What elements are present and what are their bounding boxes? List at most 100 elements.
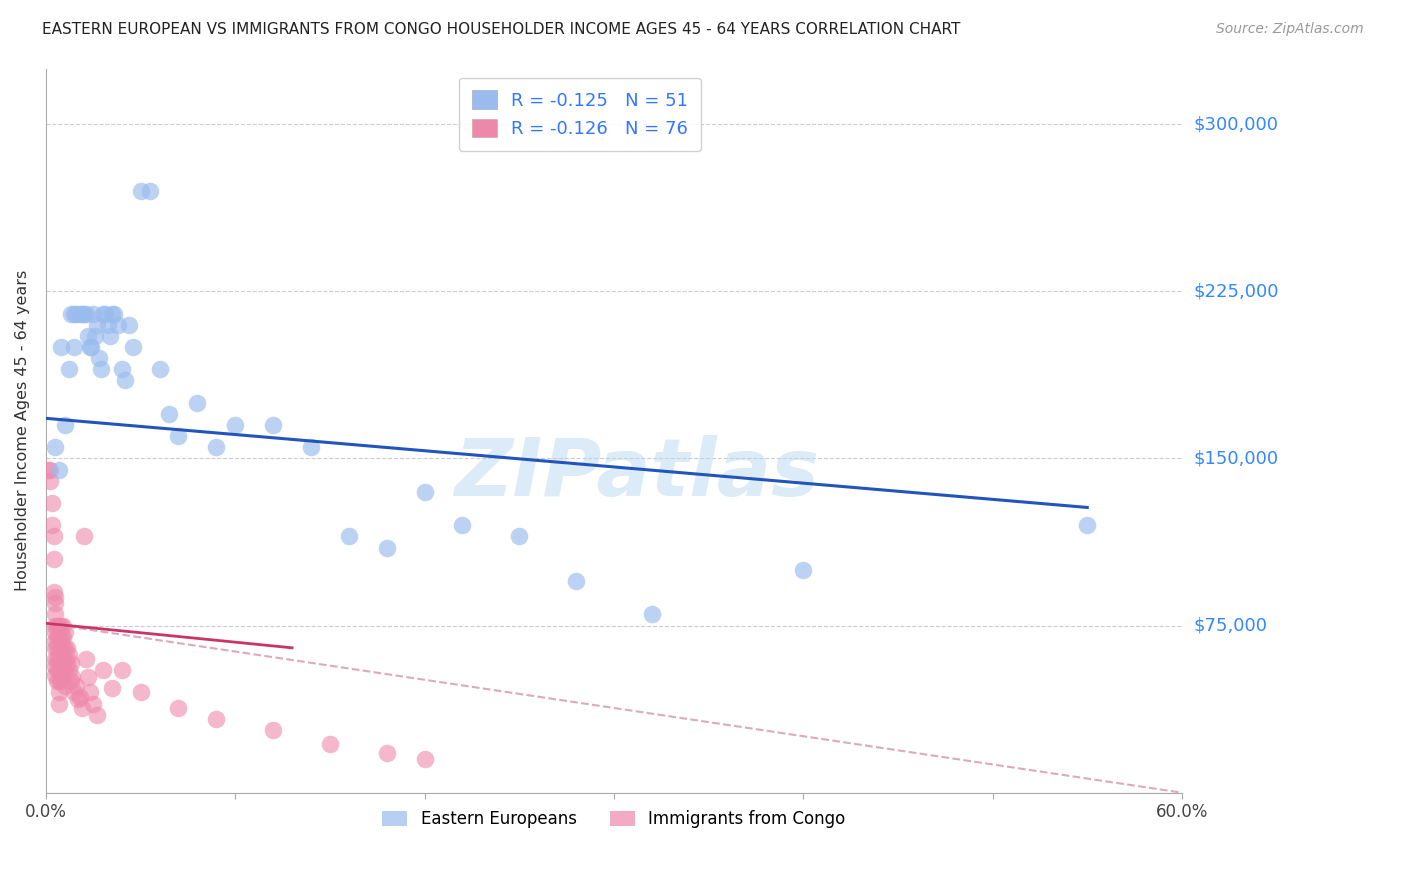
Point [46, 674, 69, 689]
Point [69, 690, 91, 704]
Point [75, 307, 97, 321]
Point [86, 707, 108, 722]
Point [48, 697, 70, 711]
Point [103, 307, 125, 321]
Point [107, 318, 129, 332]
Point [76, 670, 98, 684]
Point [75, 652, 97, 666]
Point [52, 618, 75, 632]
Point [91, 307, 114, 321]
Point [129, 685, 152, 699]
Point [65, 679, 87, 693]
Point [46, 652, 69, 666]
Point [53, 417, 76, 432]
Point [49, 663, 72, 677]
Point [413, 752, 436, 766]
Point [48, 685, 70, 699]
Point [44, 625, 66, 640]
Point [70, 307, 93, 321]
Point [205, 712, 228, 726]
Point [413, 484, 436, 499]
Text: $75,000: $75,000 [1194, 616, 1267, 634]
Point [44, 658, 66, 673]
Point [114, 374, 136, 388]
Point [46, 640, 69, 655]
Y-axis label: Householder Income Ages 45 - 64 years: Householder Income Ages 45 - 64 years [15, 270, 30, 591]
Point [44, 667, 66, 681]
Point [157, 407, 180, 421]
Point [65, 307, 87, 321]
Point [375, 541, 398, 555]
Point [59, 674, 82, 689]
Point [508, 529, 530, 543]
Point [41, 518, 63, 533]
Point [451, 518, 474, 533]
Point [53, 679, 76, 693]
Point [262, 417, 284, 432]
Point [52, 640, 75, 655]
Point [148, 362, 170, 376]
Point [48, 663, 70, 677]
Point [101, 307, 124, 321]
Point [44, 590, 66, 604]
Point [58, 362, 80, 376]
Point [79, 340, 101, 354]
Point [49, 630, 72, 644]
Point [44, 607, 66, 622]
Point [46, 618, 69, 632]
Point [299, 440, 322, 454]
Point [52, 630, 75, 644]
Point [52, 670, 75, 684]
Point [49, 618, 72, 632]
Point [63, 307, 86, 321]
Point [122, 340, 145, 354]
Point [73, 307, 96, 321]
Point [53, 663, 76, 677]
Point [90, 362, 112, 376]
Point [48, 462, 70, 476]
Point [129, 184, 152, 198]
Point [641, 607, 664, 622]
Point [565, 574, 588, 588]
Point [49, 674, 72, 689]
Point [111, 663, 134, 677]
Point [56, 640, 79, 655]
Point [167, 701, 190, 715]
Point [67, 692, 90, 706]
Point [42, 551, 65, 566]
Point [337, 529, 360, 543]
Point [44, 652, 66, 666]
Point [58, 648, 80, 662]
Point [59, 307, 82, 321]
Point [79, 685, 101, 699]
Point [48, 640, 70, 655]
Point [56, 657, 79, 671]
Text: $150,000: $150,000 [1194, 450, 1278, 467]
Point [48, 630, 70, 644]
Point [53, 640, 76, 655]
Point [80, 340, 103, 354]
Point [86, 318, 108, 332]
Point [44, 640, 66, 655]
Point [44, 634, 66, 648]
Point [101, 681, 124, 695]
Point [49, 640, 72, 655]
Point [205, 440, 228, 454]
Point [70, 701, 93, 715]
Text: Source: ZipAtlas.com: Source: ZipAtlas.com [1216, 22, 1364, 37]
Point [38, 474, 60, 488]
Point [93, 307, 115, 321]
Point [139, 184, 162, 198]
Point [42, 529, 65, 543]
Point [59, 657, 82, 671]
Point [98, 329, 121, 343]
Point [49, 340, 72, 354]
Point [42, 585, 65, 599]
Point [63, 340, 86, 354]
Point [319, 737, 342, 751]
Point [48, 618, 70, 632]
Point [97, 318, 120, 332]
Legend: Eastern Europeans, Immigrants from Congo: Eastern Europeans, Immigrants from Congo [375, 804, 852, 835]
Point [111, 362, 134, 376]
Point [48, 652, 70, 666]
